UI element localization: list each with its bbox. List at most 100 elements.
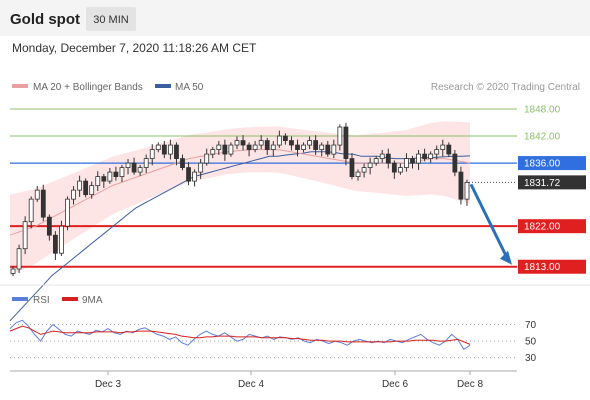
candle-body <box>391 162 397 173</box>
level-label-current: 1831.72 <box>524 178 561 189</box>
price-chart: 1848.00 1842.00 1836.00 1831.72 1822.00 1813.… <box>9 105 586 322</box>
ma20-legend-swatch <box>12 84 28 88</box>
candle-body <box>228 144 234 155</box>
candle-body <box>373 158 379 164</box>
candle-body <box>464 181 470 200</box>
candle-body <box>131 162 137 173</box>
candle-body <box>289 140 294 146</box>
candle-body <box>28 198 34 223</box>
candle-body <box>313 140 319 150</box>
level-badge-pivot <box>518 156 586 171</box>
candle-body <box>282 135 288 141</box>
candle-body <box>167 144 173 155</box>
candle-body <box>119 167 125 178</box>
candle-body <box>101 176 107 182</box>
ma50-line <box>9 151 471 322</box>
level-label-resistance: 1842.00 <box>524 132 561 143</box>
candle-body <box>40 189 46 218</box>
candle-body <box>295 144 300 150</box>
candle-body <box>34 189 40 200</box>
ma9-legend-swatch <box>62 297 78 301</box>
rsi-legend-swatch <box>12 297 28 301</box>
level-label-pivot: 1836.00 <box>524 159 561 170</box>
x-tick-label: Dec 6 <box>382 379 409 390</box>
ma20-legend-label: MA 20 + Bollinger Bands <box>33 82 143 93</box>
rsi-line <box>9 319 471 351</box>
candle-body <box>440 144 446 150</box>
candle-body <box>210 149 216 155</box>
candle-body <box>186 167 191 182</box>
candle-body <box>319 144 325 150</box>
candle-body <box>258 140 264 146</box>
candle-body <box>446 144 452 155</box>
candle-body <box>325 144 331 155</box>
level-label-support: 1813.00 <box>524 262 561 273</box>
interval-label: 30 MIN <box>93 14 129 26</box>
candle-body <box>46 216 52 236</box>
candle-body <box>246 144 252 150</box>
instrument-title: Gold spot <box>10 11 80 28</box>
candle-body <box>16 248 22 270</box>
candle-body <box>22 221 28 250</box>
candle-body <box>240 140 246 146</box>
candle-body <box>95 176 101 187</box>
candle-body <box>65 198 70 227</box>
candle-body <box>397 167 403 173</box>
rsi-tick-label: 70 <box>525 320 537 331</box>
candle-body <box>428 153 434 159</box>
candle-body <box>71 189 76 200</box>
candle-body <box>349 158 355 178</box>
timestamp: Monday, December 7, 2020 11:18:26 AM CET <box>12 41 257 55</box>
level-badge-current <box>518 175 586 190</box>
forecast-arrow-shaft <box>469 183 509 259</box>
candle-body <box>276 135 282 146</box>
candle-body <box>385 153 391 164</box>
candle-body <box>161 144 167 155</box>
candle-body <box>270 144 276 150</box>
candle-body <box>379 153 385 159</box>
x-tick-label: Dec 8 <box>457 379 484 390</box>
candle-body <box>458 171 464 200</box>
candle-body <box>264 140 270 150</box>
candle-body <box>222 144 228 155</box>
x-tick-label: Dec 4 <box>238 379 265 390</box>
rsi-tick-label: 50 <box>525 337 537 348</box>
candle-body <box>337 126 343 146</box>
ma50-legend-swatch <box>155 84 171 88</box>
rsi-legend-label: RSI <box>33 295 50 306</box>
candle-body <box>216 144 222 150</box>
candle-body <box>404 158 409 168</box>
candle-body <box>83 180 89 196</box>
candle-body <box>77 180 83 191</box>
candle-body <box>155 144 161 150</box>
candle-body <box>367 162 373 168</box>
level-badge-support <box>518 259 586 274</box>
candle-body <box>125 162 131 168</box>
candle-body <box>174 144 179 159</box>
candle-body <box>180 158 185 168</box>
rsi-chart: 70 50 30 <box>9 319 537 364</box>
candle-body <box>192 171 198 182</box>
candle-body <box>331 144 337 155</box>
candle-body <box>107 171 113 182</box>
candle-body <box>89 185 95 196</box>
level-badge-support <box>518 219 586 234</box>
interval-badge[interactable] <box>86 7 136 31</box>
candle-body <box>307 140 313 146</box>
ma9-line <box>9 325 471 345</box>
candle-body <box>301 144 306 150</box>
candle-body <box>149 149 155 159</box>
candle-body <box>416 153 421 164</box>
candle-body <box>137 167 143 173</box>
candle-body <box>361 167 367 173</box>
ma50-legend-label: MA 50 <box>175 82 204 93</box>
candle-body <box>422 153 428 159</box>
candle-body <box>198 162 204 173</box>
forecast-arrow-head <box>500 250 512 265</box>
candle-body <box>343 126 349 159</box>
candle-body <box>434 149 440 155</box>
candle-body <box>234 140 240 146</box>
copyright: Research © 2020 Trading Central <box>431 82 580 93</box>
ma9-legend-label: 9MA <box>82 295 103 306</box>
